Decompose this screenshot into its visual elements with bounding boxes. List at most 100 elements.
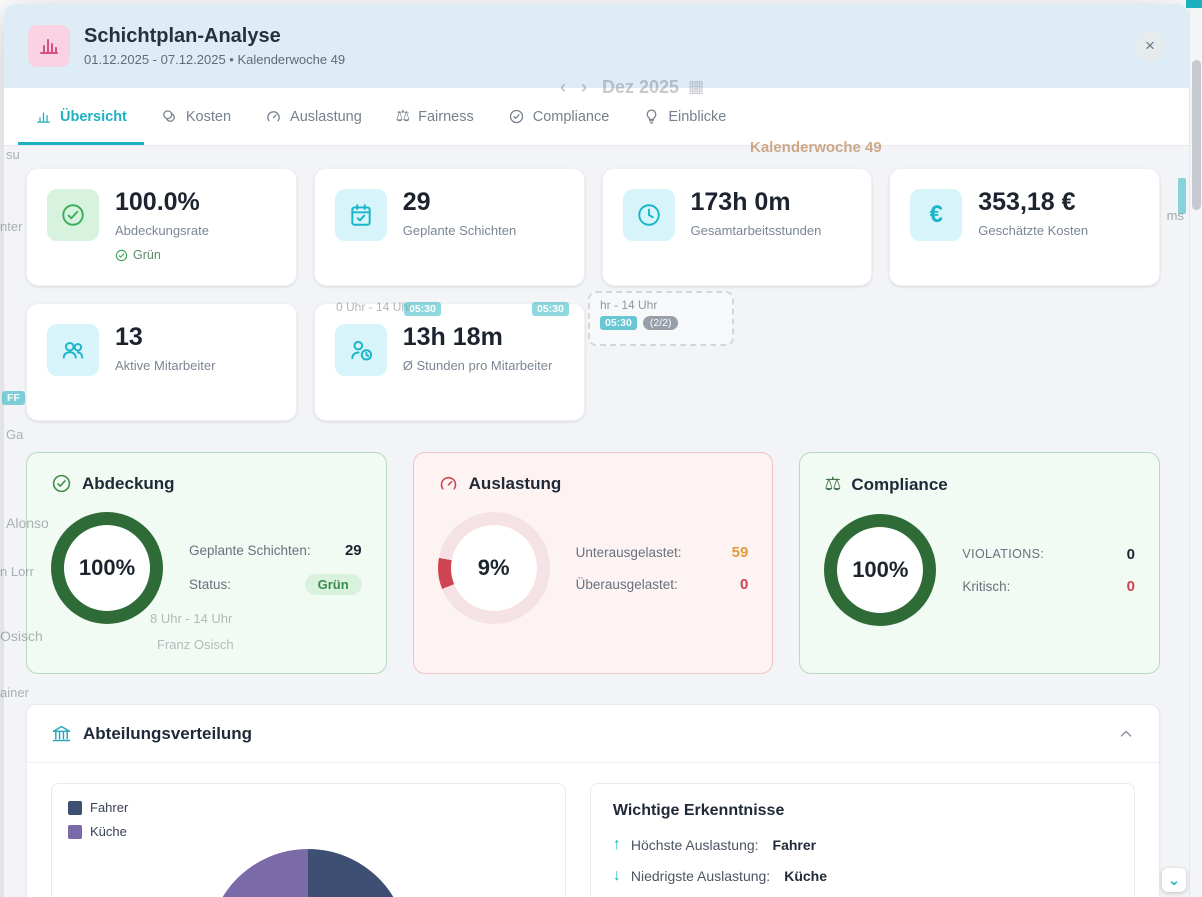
panel-rows: VIOLATIONS: 0 Kritisch: 0 <box>962 531 1135 610</box>
panel-body: 100% VIOLATIONS: 0 Kritisch: 0 <box>824 514 1135 626</box>
stat-body: 13 Aktive Mitarbeiter <box>115 324 215 400</box>
panel-abdeckung: Abdeckung 100% Geplante Schichten: 29 St… <box>26 452 387 674</box>
panel-body: 100% Geplante Schichten: 29 Status: Grün <box>51 512 362 624</box>
page-scrollbar[interactable] <box>1189 0 1202 897</box>
stat-label: Geschätzte Kosten <box>978 222 1088 240</box>
panel-title: Auslastung <box>469 474 562 494</box>
panel-header: Auslastung <box>438 473 749 494</box>
panel-row: VIOLATIONS: 0 <box>962 546 1135 563</box>
tab-label: Übersicht <box>60 109 127 125</box>
stat-body: 353,18 € Geschätzte Kosten <box>978 189 1088 265</box>
modal-title-block: Schichtplan-Analyse 01.12.2025 - 07.12.2… <box>84 25 345 67</box>
tab-fairness[interactable]: ⚖ Fairness <box>379 88 491 145</box>
insight-label: Höchste Auslastung: <box>631 837 759 853</box>
arrow-down-icon: ↓ <box>613 867 621 885</box>
scale-icon: ⚖ <box>824 473 841 496</box>
panel-rows: Unterausgelastet: 59 Überausgelastet: 0 <box>576 529 749 608</box>
panel-auslastung: Auslastung 9% Unterausgelastet: 59 Übera… <box>413 452 774 674</box>
stat-body: 29 Geplante Schichten <box>403 189 516 265</box>
page-title: Schichtplan-Analyse <box>84 25 345 48</box>
gauge-icon <box>265 108 282 125</box>
panel-header: ⚖ Compliance <box>824 473 1135 496</box>
tab-compliance[interactable]: Compliance <box>491 88 627 145</box>
check-icon <box>115 249 128 262</box>
tab-auslastung[interactable]: Auslastung <box>248 88 379 145</box>
background-app-corner <box>1186 0 1202 8</box>
summary-panels: Abdeckung 100% Geplante Schichten: 29 St… <box>26 452 1160 674</box>
insight-item: ↓ Niedrigste Auslastung: Küche <box>613 867 1112 885</box>
panel-title: Compliance <box>851 475 947 495</box>
tab-uebersicht[interactable]: Übersicht <box>18 88 144 145</box>
schichtplan-analyse-modal: Schichtplan-Analyse 01.12.2025 - 07.12.2… <box>4 4 1189 897</box>
status-badge: Grün <box>115 248 209 262</box>
panel-row: Kritisch: 0 <box>962 578 1135 595</box>
tab-label: Compliance <box>533 109 610 125</box>
panel-title: Abdeckung <box>82 474 175 494</box>
stat-card-kosten: € 353,18 € Geschätzte Kosten <box>889 168 1160 286</box>
panel-row: Status: Grün <box>189 574 362 595</box>
close-button[interactable]: × <box>1135 31 1165 61</box>
legend-swatch <box>68 801 82 815</box>
close-icon: × <box>1145 36 1155 56</box>
insight-item: ↑ Höchste Auslastung: Fahrer <box>613 836 1112 854</box>
donut-percent: 9% <box>478 555 510 581</box>
stat-value: 100.0% <box>115 189 209 217</box>
legend-swatch <box>68 825 82 839</box>
bank-icon <box>51 723 72 744</box>
dept-header: Abteilungsverteilung <box>27 705 1159 763</box>
stat-card-aktive-mitarbeiter: 13 Aktive Mitarbeiter <box>26 303 297 421</box>
stat-value: 173h 0m <box>691 189 822 217</box>
tab-kosten[interactable]: Kosten <box>144 88 248 145</box>
shield-check-icon <box>508 108 525 125</box>
stat-label: Ø Stunden pro Mitarbeiter <box>403 357 553 375</box>
stat-value: 29 <box>403 189 516 217</box>
stat-card-gesamtstunden: 173h 0m Gesamtarbeitsstunden <box>602 168 873 286</box>
stat-body: 13h 18m Ø Stunden pro Mitarbeiter <box>403 324 553 400</box>
calendar-check-icon <box>335 189 387 241</box>
chevron-down-icon: ⌄ <box>1168 871 1181 889</box>
stat-value: 13h 18m <box>403 324 553 352</box>
tab-label: Fairness <box>418 109 474 125</box>
dept-title: Abteilungsverteilung <box>83 724 252 744</box>
date-range-subtitle: 01.12.2025 - 07.12.2025 • Kalenderwoche … <box>84 52 345 67</box>
stat-card-avg-stunden: 13h 18m Ø Stunden pro Mitarbeiter <box>314 303 585 421</box>
insight-label: Niedrigste Auslastung: <box>631 868 770 884</box>
insight-value: Küche <box>784 868 827 884</box>
bar-chart-icon <box>35 108 52 125</box>
stat-value: 13 <box>115 324 215 352</box>
status-pill: Grün <box>305 574 362 595</box>
stat-value: 353,18 € <box>978 189 1088 217</box>
badge-label: Grün <box>133 248 161 262</box>
user-clock-icon <box>335 324 387 376</box>
badge-check-icon <box>51 473 72 494</box>
tab-label: Einblicke <box>668 109 726 125</box>
department-chart-card: Fahrer Küche <box>51 783 566 897</box>
legend-item-fahrer: Fahrer <box>68 800 549 815</box>
stat-label: Aktive Mitarbeiter <box>115 357 215 375</box>
panel-compliance: ⚖ Compliance 100% VIOLATIONS: 0 K <box>799 452 1160 674</box>
chart-icon <box>28 25 70 67</box>
panel-header: Abdeckung <box>51 473 362 494</box>
insights-title: Wichtige Erkenntnisse <box>613 802 1112 820</box>
tab-bar: Übersicht Kosten Auslastung ⚖ Fairness C… <box>4 88 1189 146</box>
insights-card: Wichtige Erkenntnisse ↑ Höchste Auslastu… <box>590 783 1135 897</box>
stat-card-abdeckungsrate: 100.0% Abdeckungsrate Grün <box>26 168 297 286</box>
donut-percent: 100% <box>852 557 908 583</box>
stat-body: 100.0% Abdeckungsrate Grün <box>115 189 209 265</box>
legend-item-kueche: Küche <box>68 824 549 839</box>
scroll-down-button[interactable]: ⌄ <box>1162 868 1186 892</box>
panel-row: Überausgelastet: 0 <box>576 576 749 593</box>
scrollbar-thumb[interactable] <box>1192 60 1201 210</box>
tab-einblicke[interactable]: Einblicke <box>626 88 743 145</box>
abteilungsverteilung-panel: Abteilungsverteilung Fahrer Küch <box>26 704 1160 897</box>
dept-body: Fahrer Küche Wichtige Erkenntnisse ↑ <box>27 763 1159 897</box>
chevron-up-icon[interactable] <box>1117 725 1135 743</box>
insight-value: Fahrer <box>773 837 817 853</box>
users-icon <box>47 324 99 376</box>
panel-row: Unterausgelastet: 59 <box>576 544 749 561</box>
auslastung-donut: 9% <box>438 512 550 624</box>
donut-percent: 100% <box>79 555 135 581</box>
gauge-icon <box>438 473 459 494</box>
overview-content: 100.0% Abdeckungsrate Grün <box>4 146 1189 897</box>
tab-label: Auslastung <box>290 109 362 125</box>
